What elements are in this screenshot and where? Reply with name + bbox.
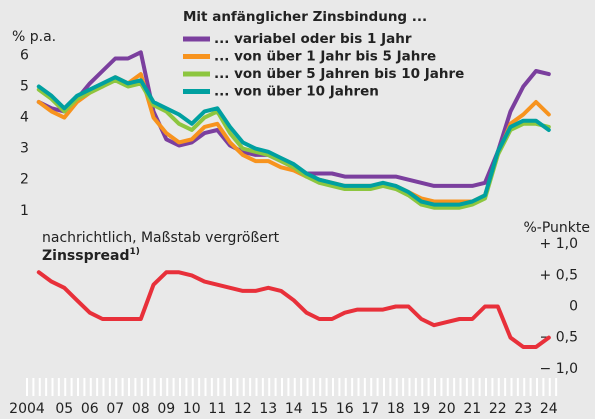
y-tick-label: + 0,5 [540,267,578,283]
x-tick-label: 22 [489,401,507,417]
x-tick-label: 20 [438,401,456,417]
y-tick-label: 3 [20,141,29,157]
x-tick-label: 09 [157,401,175,417]
x-tick-label: 15 [310,401,328,417]
x-tick-label: 06 [81,401,99,417]
series-label: Zinsspread1) [42,247,140,265]
y-tick-label: 0 [569,299,578,315]
legend-label: ... variabel oder bis 1 Jahr [214,31,412,47]
y-tick-label: 1 [20,203,29,219]
y-tick-label: 4 [20,110,29,126]
y-tick-label: 5 [20,79,29,95]
x-tick-label: 14 [285,401,303,417]
x-tick-label: 24 [540,401,558,417]
y-axis-label: % p.a. [12,29,56,45]
x-tick-label: 16 [336,401,354,417]
series-name: Zinsspread [42,248,129,264]
legend-label: ... von über 5 Jahren bis 10 Jahre [214,66,464,82]
x-tick-label: 12 [234,401,252,417]
x-tick-label: 11 [208,401,226,417]
x-tick-label: 07 [106,401,124,417]
y-tick-label: − 1,0 [540,361,578,377]
x-tick-label: 19 [412,401,430,417]
x-tick-label: 2004 [9,401,45,417]
x-tick-label: 18 [387,401,405,417]
y-tick-label: 6 [20,47,29,63]
x-tick-label: 17 [361,401,379,417]
series-line [36,75,551,207]
y-tick-label: + 1,0 [540,236,578,252]
legend-label: ... von über 10 Jahren [214,84,379,100]
y-tick-label: − 0,5 [540,330,578,346]
series-line [36,78,551,210]
footnote-marker: 1) [129,247,139,257]
x-tick-label: 10 [183,401,201,417]
series-line [36,270,551,349]
x-tick-label: 05 [55,401,73,417]
y2-axis-label: %-Punkte [523,220,590,236]
x-tick-label: 21 [463,401,481,417]
legend-title: Mit anfänglicher Zinsbindung ... [183,9,427,25]
x-tick-label: 13 [259,401,277,417]
x-tick-label: 23 [514,401,532,417]
note: nachrichtlich, Maßstab vergrößert [42,230,280,246]
y-tick-label: 2 [20,172,29,188]
x-tick-label: 08 [132,401,150,417]
legend-label: ... von über 1 Jahr bis 5 Jahre [214,49,436,65]
